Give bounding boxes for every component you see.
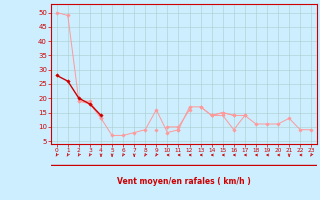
Text: Vent moyen/en rafales ( km/h ): Vent moyen/en rafales ( km/h ) <box>117 177 251 186</box>
